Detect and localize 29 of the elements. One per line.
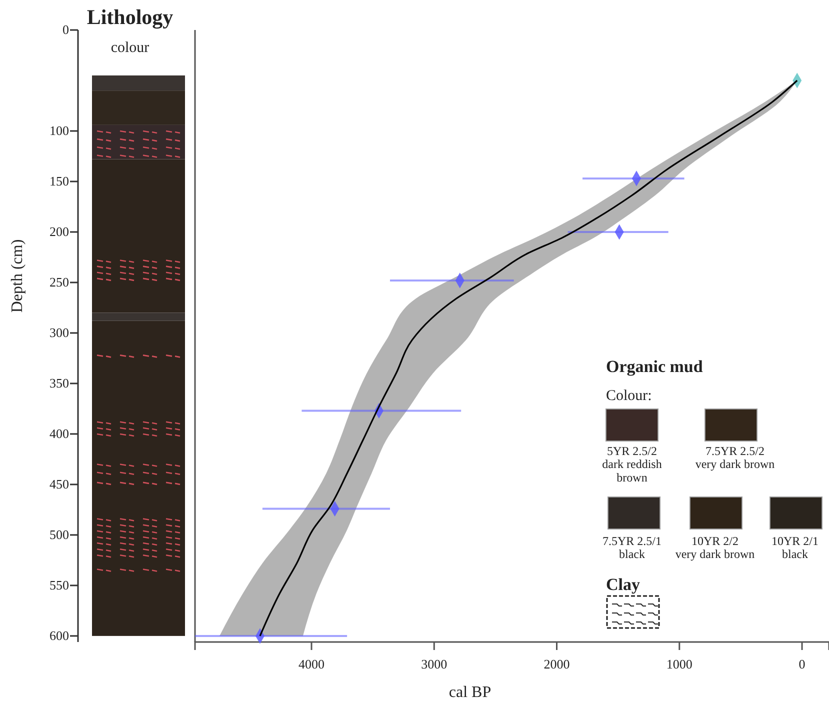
text: colour — [110, 40, 150, 56]
annotation: 7.5YR 2.5/1 black — [602, 534, 662, 562]
x-tick-label: 2000 — [544, 656, 570, 672]
x-tick-label: 0 — [798, 656, 806, 672]
y-tick-label: 500 — [50, 527, 69, 542]
y-tick-label: 200 — [50, 224, 69, 240]
y-tick-label: 400 — [50, 426, 69, 442]
y-tick-label: 350 — [50, 376, 69, 391]
y-tick-label: 450 — [50, 476, 69, 492]
x-tick-label: 4000 — [298, 656, 324, 672]
y-tick-label: 550 — [50, 578, 69, 593]
annotation: Colour: — [606, 388, 652, 404]
y-tick-label: 250 — [50, 274, 69, 290]
y-axis-title: Depth (cm) — [9, 239, 26, 313]
y-tick-label: 300 — [50, 325, 69, 340]
x-tick-label: 1000 — [666, 656, 692, 672]
y-tick-label: 0 — [62, 22, 69, 38]
y-tick-label: 100 — [50, 123, 69, 138]
y-tick-label: 600 — [50, 628, 69, 644]
annotation: 5YR 2.5/2 dark reddish brown — [602, 444, 662, 484]
x-tick-label: 3000 — [421, 656, 448, 672]
text: Lithology — [86, 5, 174, 29]
annotation: 10YR 2/1 black — [771, 534, 819, 562]
annotation: 10YR 2/2 very dark brown — [675, 534, 755, 562]
annotation: 7.5YR 2.5/2 very dark brown — [695, 444, 775, 472]
annotation: Organic mud — [606, 357, 704, 376]
annotation: Clay — [606, 575, 640, 594]
x-axis-title: cal BP — [448, 684, 492, 701]
y-tick-label: 150 — [50, 174, 69, 189]
